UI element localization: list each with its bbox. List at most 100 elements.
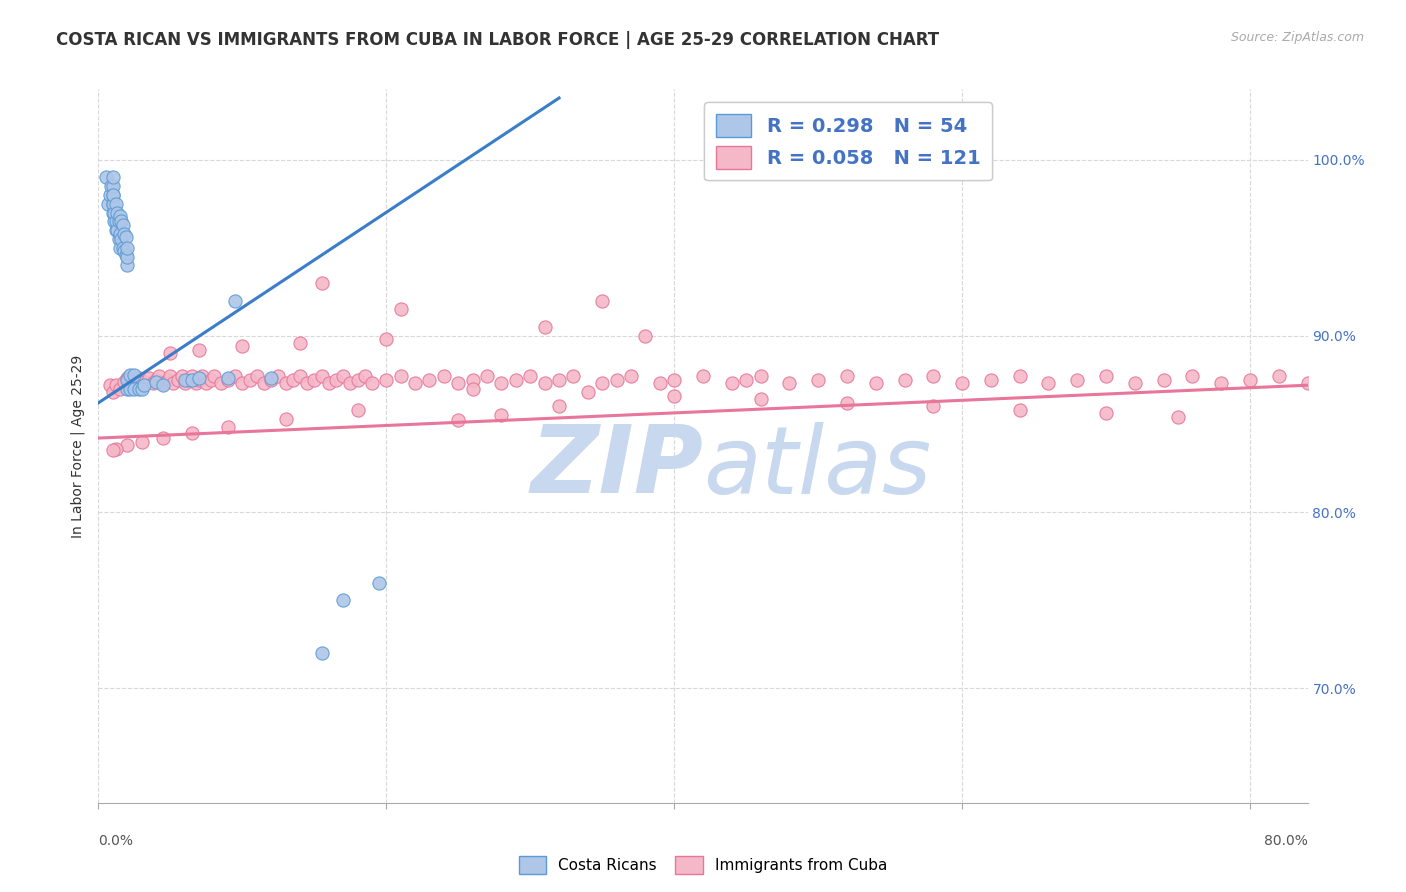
Text: 80.0%: 80.0% [1264, 834, 1308, 848]
Point [311, 646, 333, 660]
Point [111, 218, 134, 232]
Point [1296, 376, 1319, 391]
Point [101, 179, 124, 194]
Point [120, 368, 142, 382]
Point [325, 373, 347, 387]
Legend: Costa Ricans, Immigrants from Cuba: Costa Ricans, Immigrants from Cuba [513, 850, 893, 880]
Point [591, 376, 613, 391]
Point [1211, 376, 1233, 391]
Point [548, 400, 571, 414]
Point [115, 250, 138, 264]
Point [115, 371, 138, 385]
Point [104, 223, 127, 237]
Point [807, 373, 830, 387]
Point [260, 371, 283, 385]
Text: atlas: atlas [703, 422, 931, 513]
Point [105, 223, 128, 237]
Point [591, 293, 613, 308]
Point [100, 179, 122, 194]
Point [339, 376, 361, 391]
Point [1008, 369, 1031, 384]
Point [120, 378, 142, 392]
Point [115, 373, 138, 387]
Point [152, 378, 174, 392]
Point [865, 376, 887, 391]
Point [101, 196, 124, 211]
Point [664, 389, 686, 403]
Point [202, 369, 225, 384]
Point [105, 205, 128, 219]
Point [375, 373, 398, 387]
Point [304, 373, 326, 387]
Point [173, 376, 195, 391]
Point [224, 293, 246, 308]
Point [195, 376, 218, 391]
Point [519, 369, 541, 384]
Point [176, 373, 198, 387]
Point [311, 276, 333, 290]
Point [112, 244, 135, 259]
Point [267, 369, 290, 384]
Point [124, 375, 146, 389]
Point [108, 227, 131, 241]
Point [124, 368, 146, 382]
Point [181, 373, 204, 387]
Point [115, 382, 138, 396]
Point [152, 376, 174, 391]
Point [922, 369, 945, 384]
Point [101, 170, 124, 185]
Point [1095, 369, 1118, 384]
Point [101, 385, 124, 400]
Point [1123, 376, 1146, 391]
Point [108, 241, 131, 255]
Point [835, 396, 858, 410]
Point [159, 369, 181, 384]
Point [1153, 373, 1175, 387]
Point [138, 371, 160, 385]
Point [1095, 406, 1118, 420]
Point [311, 369, 333, 384]
Point [112, 227, 135, 241]
Point [181, 369, 204, 384]
Point [461, 373, 484, 387]
Point [131, 434, 153, 449]
Point [260, 373, 283, 387]
Point [332, 593, 354, 607]
Point [893, 373, 915, 387]
Point [101, 196, 124, 211]
Point [145, 375, 167, 389]
Point [274, 376, 297, 391]
Point [239, 373, 262, 387]
Point [101, 188, 124, 202]
Point [1066, 373, 1088, 387]
Point [346, 403, 368, 417]
Point [98, 188, 121, 202]
Point [1181, 369, 1204, 384]
Point [115, 438, 138, 452]
Point [404, 376, 426, 391]
Point [200, 373, 222, 387]
Point [231, 339, 253, 353]
Point [159, 346, 181, 360]
Point [332, 369, 354, 384]
Point [131, 378, 153, 392]
Point [288, 335, 311, 350]
Point [108, 209, 131, 223]
Point [749, 392, 772, 407]
Point [142, 376, 165, 391]
Point [288, 369, 311, 384]
Point [108, 382, 131, 396]
Point [648, 376, 671, 391]
Point [1268, 369, 1291, 384]
Point [720, 376, 742, 391]
Point [950, 376, 973, 391]
Point [114, 230, 136, 244]
Point [246, 369, 269, 384]
Point [104, 378, 127, 392]
Point [224, 369, 246, 384]
Point [980, 373, 1002, 387]
Point [191, 369, 214, 384]
Point [353, 369, 375, 384]
Point [104, 214, 127, 228]
Point [217, 420, 239, 434]
